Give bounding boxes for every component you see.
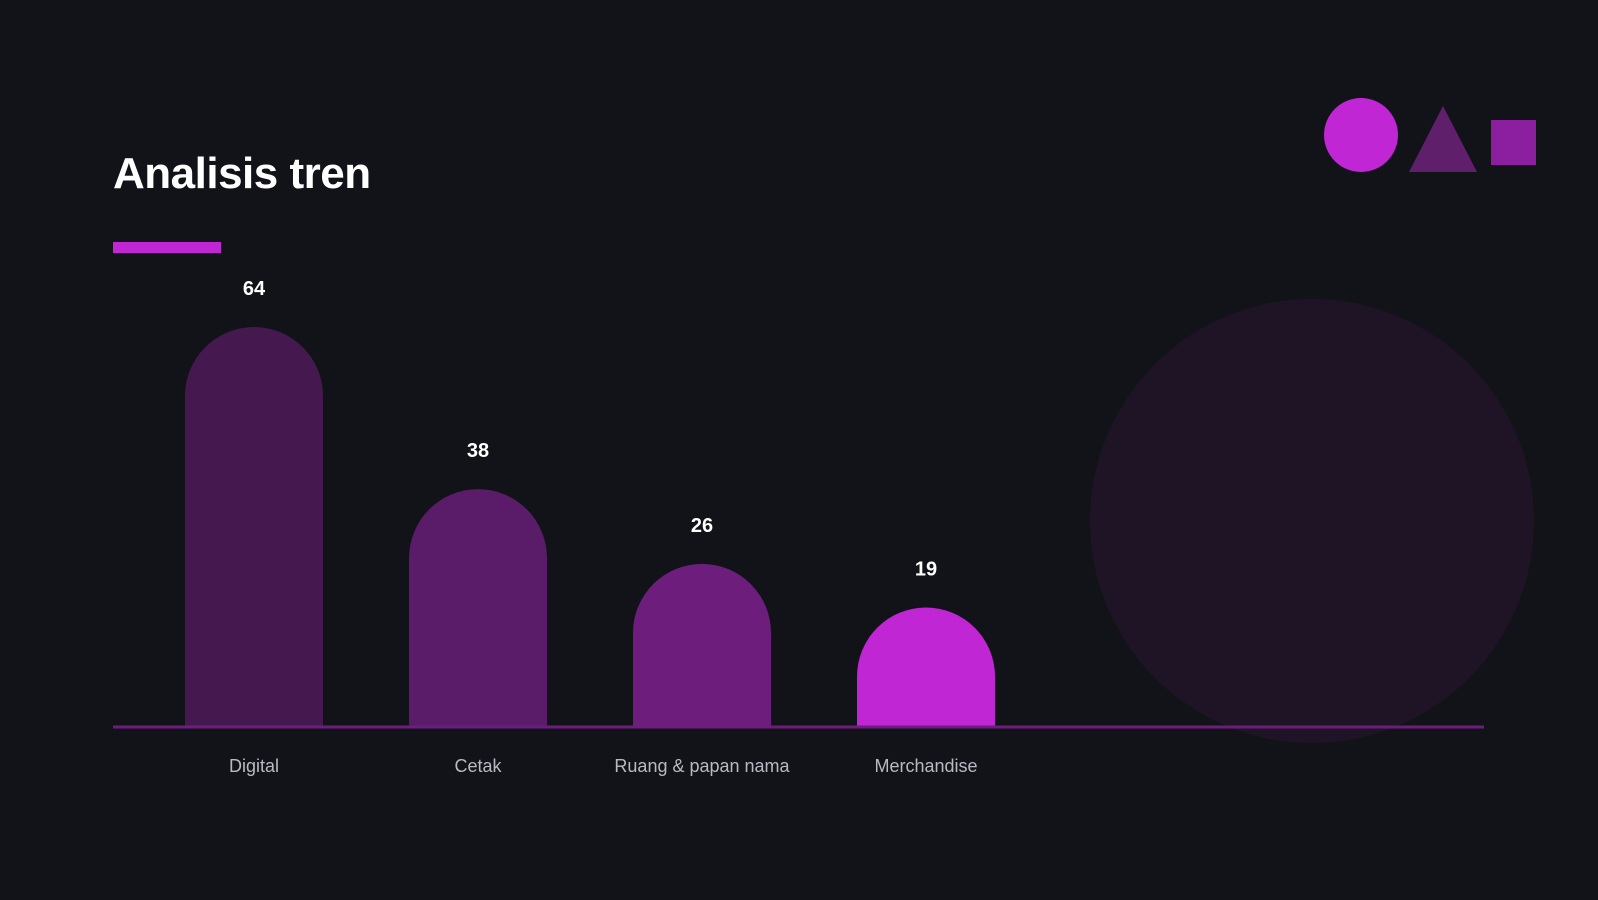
category-tick-label: Ruang & papan nama — [614, 756, 790, 776]
bar-value-label: 38 — [467, 440, 489, 462]
bar-ruang-papan-nama — [633, 563, 771, 726]
title-accent-bar — [113, 242, 221, 253]
decorative-triangle-shape — [1409, 106, 1477, 172]
bar-value-label: 64 — [243, 278, 266, 300]
category-tick-label: Digital — [229, 756, 279, 776]
background-circle-decoration — [1090, 299, 1534, 743]
decorative-circle-shape — [1324, 98, 1398, 172]
bar-merchandise — [857, 607, 995, 726]
slide-title: Analisis tren — [113, 149, 371, 198]
category-tick-label: Merchandise — [874, 756, 977, 776]
bar-cetak — [409, 489, 547, 726]
category-tick-label: Cetak — [454, 756, 502, 776]
decorative-square-shape — [1491, 120, 1536, 165]
bar-value-label: 26 — [691, 515, 713, 537]
bar-value-label: 19 — [915, 559, 937, 581]
bar-digital — [185, 327, 323, 726]
